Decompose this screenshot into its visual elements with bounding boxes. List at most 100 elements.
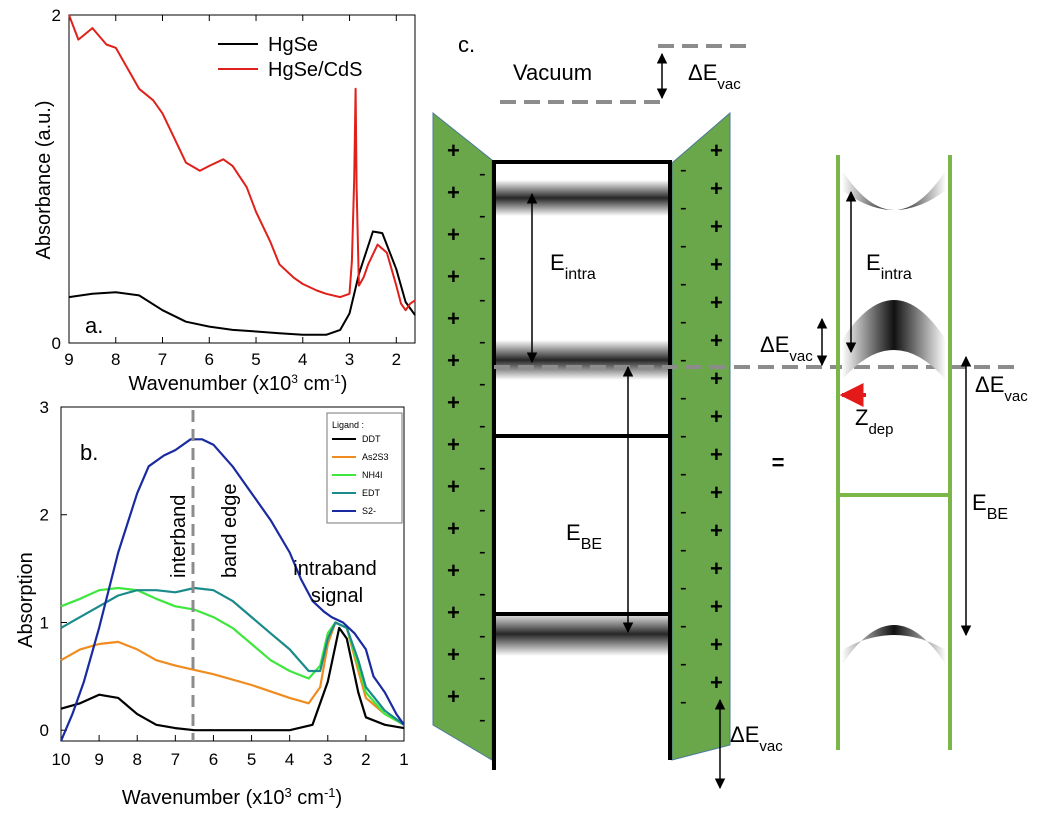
left-plus-charge: +: [447, 138, 460, 163]
b-series-nh4i: [60, 586, 405, 726]
right-minus-charge: -: [680, 691, 687, 713]
b-x-tick-label-4: 6: [209, 750, 218, 769]
right-minus-charge: -: [680, 159, 687, 181]
left-plus-charge: +: [447, 684, 460, 709]
right-plus-charge: +: [710, 290, 723, 315]
panel-b-lines: [59, 438, 405, 742]
panel-c: c. Vacuum ΔEvac +-+-+-+-+-+-+-+-+-+-+-+-…: [432, 32, 1028, 790]
right-plus-charge: +: [710, 138, 723, 163]
panel-b-x-ticks: 10 9 8 7 6 5 4 3 2 1: [52, 735, 409, 769]
a-x-tick-label-2: 7: [158, 350, 167, 369]
legend-hgse-cds-label: HgSe/CdS: [268, 59, 363, 81]
legend-title: Ligand :: [332, 420, 364, 430]
panel-b-y-ticks: 0 1 2 3: [40, 398, 67, 740]
right-minus-charge: -: [680, 577, 687, 599]
panel-b: 10 9 8 7 6 5 4 3 2 1 0 1 2 3 b. Absorption Wavenumbe…: [15, 398, 409, 809]
a-x-tick-label-4: 5: [251, 350, 260, 369]
E-BE-label: EBE: [566, 520, 602, 553]
left-minus-charge: -: [479, 415, 486, 437]
b-legend-label-4: S2-: [362, 506, 376, 516]
a-x-tick-label-0: 9: [64, 350, 73, 369]
left-minus-charge: -: [479, 247, 486, 269]
b-legend-label-2: NH4I: [362, 470, 383, 480]
b-legend-label-1: As2S3: [362, 452, 389, 462]
dot-dE-vac-label: ΔEvac: [760, 332, 813, 365]
a-y-tick-label-1: 2: [52, 6, 61, 25]
b-x-tick-label-9: 1: [399, 750, 408, 769]
b-y-tick-label-3: 3: [40, 398, 49, 417]
left-minus-charge: -: [479, 457, 486, 479]
left-plus-charge: +: [447, 474, 460, 499]
a-x-tick-label-7: 2: [392, 350, 401, 369]
right-plus-charge: +: [710, 176, 723, 201]
left-plus-charge: +: [447, 390, 460, 415]
left-plus-charge: +: [447, 348, 460, 373]
left-minus-charge: -: [479, 625, 486, 647]
right-minus-charge: -: [680, 349, 687, 371]
a-series-hgse-cds: [68, 14, 416, 312]
band-1sh: [494, 612, 670, 656]
b-y-tick-label-0: 0: [40, 721, 49, 740]
panel-a-y-ticks: 02: [52, 6, 75, 353]
a-series-hgse: [68, 230, 416, 336]
right-plus-charge: +: [710, 214, 723, 239]
right-plus-charge: +: [710, 556, 723, 581]
a-x-tick-label-5: 4: [298, 350, 307, 369]
right-minus-charge: -: [680, 311, 687, 333]
left-plus-charge: +: [447, 642, 460, 667]
b-y-tick-label-2: 2: [40, 506, 49, 525]
right-minus-charge: -: [680, 235, 687, 257]
b-x-tick-label-7: 3: [323, 750, 332, 769]
b-series-ddt: [60, 626, 405, 732]
z-dep-label: Zdep: [855, 405, 893, 438]
right-minus-charge: -: [680, 539, 687, 561]
panel-a-xlabel: Wavenumber (x103 cm-1): [129, 372, 348, 395]
surface-charges: +-+-+-+-+-+-+-+-+-+-+-+-+-+-+-+-+-+-+-+-…: [447, 138, 723, 731]
b-x-tick-label-6: 4: [285, 750, 294, 769]
vacuum-label: Vacuum: [513, 60, 592, 85]
panel-b-legend-box: [326, 412, 403, 524]
panel-a-letter: a.: [85, 313, 103, 338]
right-minus-charge: -: [680, 273, 687, 295]
left-minus-charge: -: [479, 163, 486, 185]
annot-band-edge: band edge: [219, 483, 241, 578]
right-minus-charge: -: [680, 197, 687, 219]
b-legend-label-0: DDT: [362, 434, 381, 444]
left-minus-charge: -: [479, 667, 486, 689]
left-plus-charge: +: [447, 222, 460, 247]
right-plus-charge: +: [710, 670, 723, 695]
b-x-tick-label-3: 7: [171, 750, 180, 769]
dot-dE-vac-right-label: ΔEvac: [975, 372, 1028, 405]
left-plus-charge: +: [447, 432, 460, 457]
dot-state-1sh: [842, 625, 946, 665]
panel-c-letter: c.: [458, 32, 475, 57]
right-minus-charge: -: [680, 501, 687, 523]
right-minus-charge: -: [680, 615, 687, 637]
b-series-edt: [60, 586, 405, 726]
E-intra-label: Eintra: [550, 250, 596, 283]
panel-b-xlabel: Wavenumber (x103 cm-1): [122, 785, 342, 810]
b-legend-label-3: EDT: [362, 488, 381, 498]
right-minus-charge: -: [680, 387, 687, 409]
legend-hgse-label: HgSe: [268, 34, 318, 56]
left-plus-charge: +: [447, 558, 460, 583]
left-plus-charge: +: [447, 306, 460, 331]
left-minus-charge: -: [479, 289, 486, 311]
band-1pe: [494, 340, 670, 380]
band-1se: [494, 180, 670, 216]
panel-b-ylabel: Absorption: [15, 552, 37, 648]
left-minus-charge: -: [479, 205, 486, 227]
b-series-as2s3: [60, 621, 405, 726]
right-minus-charge: -: [680, 463, 687, 485]
right-plus-charge: +: [710, 328, 723, 353]
left-plus-charge: +: [447, 516, 460, 541]
b-x-tick-label-2: 8: [132, 750, 141, 769]
right-minus-charge: -: [680, 653, 687, 675]
left-plus-charge: +: [447, 600, 460, 625]
right-plus-charge: +: [710, 442, 723, 467]
left-plus-charge: +: [447, 264, 460, 289]
panel-b-frame: [60, 406, 405, 742]
left-minus-charge: -: [479, 709, 486, 731]
